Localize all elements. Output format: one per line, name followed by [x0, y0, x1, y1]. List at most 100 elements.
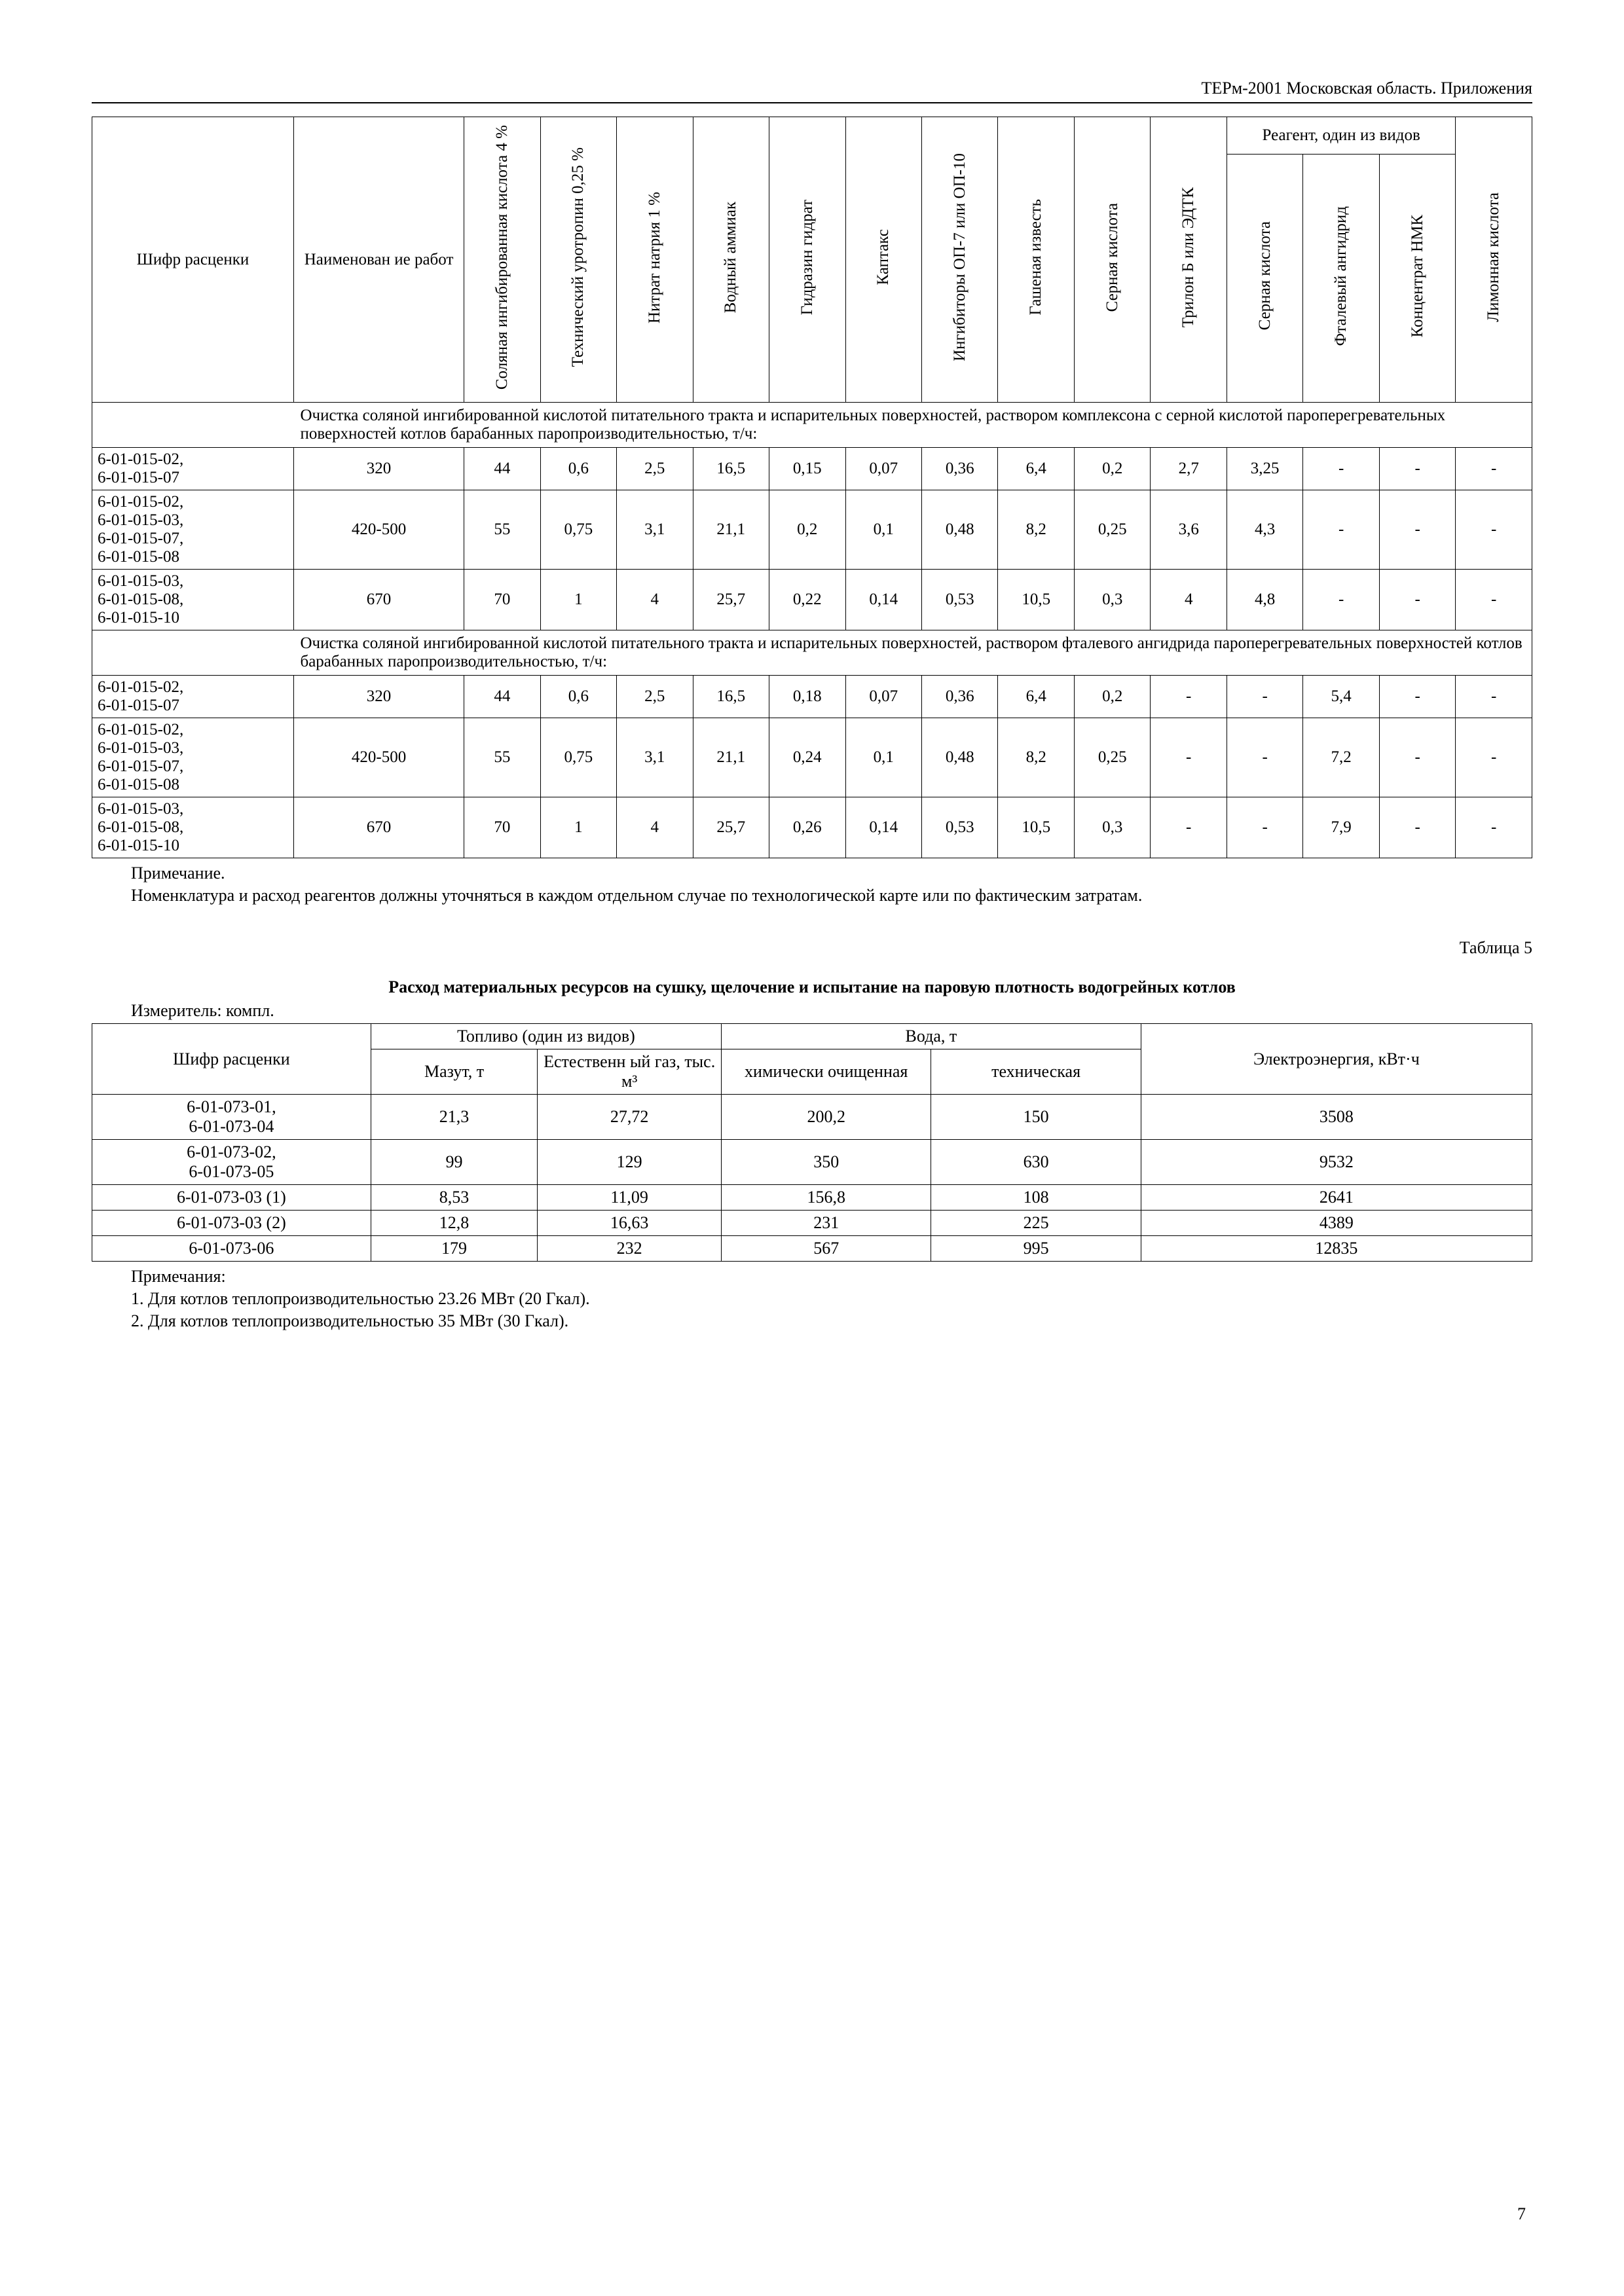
- table-row: 6-01-073-03 (1) 8,53 11,09 156,8 108 264…: [92, 1185, 1532, 1211]
- cell: 231: [722, 1211, 931, 1236]
- t2-grp-1: Топливо (один из видов): [371, 1024, 721, 1049]
- cell-code: 6-01-015-02,6-01-015-03,6-01-015-07,6-01…: [92, 718, 294, 797]
- cell: 70: [464, 797, 540, 858]
- cell: 27,72: [538, 1095, 722, 1140]
- cell: 4389: [1141, 1211, 1532, 1236]
- cell: 21,1: [693, 490, 769, 570]
- col-14: Фталевый ангидрид: [1303, 155, 1379, 403]
- cell: -: [1151, 676, 1227, 718]
- cell: 6,4: [998, 448, 1074, 490]
- cell: 10,5: [998, 570, 1074, 630]
- cell: 0,14: [845, 797, 921, 858]
- table-row: 6-01-015-03,6-01-015-08,6-01-015-10 670 …: [92, 797, 1532, 858]
- cell: 0,24: [769, 718, 845, 797]
- cell: 670: [293, 797, 464, 858]
- cell: -: [1151, 797, 1227, 858]
- cell: 11,09: [538, 1185, 722, 1211]
- cell: 3,6: [1151, 490, 1227, 570]
- cell: 0,6: [540, 448, 616, 490]
- cell: 7,2: [1303, 718, 1379, 797]
- cell: 0,18: [769, 676, 845, 718]
- table-row: 6-01-015-03,6-01-015-08,6-01-015-10 670 …: [92, 570, 1532, 630]
- cell: -: [1456, 718, 1532, 797]
- table-row: 6-01-015-02,6-01-015-03,6-01-015-07,6-01…: [92, 718, 1532, 797]
- cell: 0,3: [1074, 570, 1150, 630]
- col-10: Гашеная известь: [998, 117, 1074, 403]
- col-13: Серная кислота: [1227, 155, 1302, 403]
- cell: 6-01-073-02,6-01-073-05: [92, 1140, 371, 1185]
- cell: 2,7: [1151, 448, 1227, 490]
- cell: 6-01-073-06: [92, 1236, 371, 1262]
- cell: 25,7: [693, 570, 769, 630]
- cell: 2,5: [617, 676, 693, 718]
- cell: 1: [540, 570, 616, 630]
- cell-code: 6-01-015-02,6-01-015-07: [92, 676, 294, 718]
- table-row: 6-01-015-02,6-01-015-07 320 44 0,6 2,5 1…: [92, 448, 1532, 490]
- cell: 44: [464, 676, 540, 718]
- cell: 0,75: [540, 490, 616, 570]
- cell: 2,5: [617, 448, 693, 490]
- cell: 200,2: [722, 1095, 931, 1140]
- t2-header-row-1: Шифр расценки Топливо (один из видов) Во…: [92, 1024, 1532, 1049]
- cell: 10,5: [998, 797, 1074, 858]
- t2-col-3: Естественн ый газ, тыс. м³: [538, 1049, 722, 1095]
- col-9: Ингибиторы ОП-7 или ОП-10: [922, 117, 998, 403]
- col-4: Технический уротропин 0,25 %: [540, 117, 616, 403]
- cell: 108: [931, 1185, 1141, 1211]
- cell: 0,75: [540, 718, 616, 797]
- cell: 3,1: [617, 490, 693, 570]
- cell: 129: [538, 1140, 722, 1185]
- cell: -: [1151, 718, 1227, 797]
- cell: 7,9: [1303, 797, 1379, 858]
- t2-col-4: химически очищенная: [722, 1049, 931, 1095]
- cell: -: [1456, 448, 1532, 490]
- note-1-text: Номенклатура и расход реагентов должны у…: [92, 886, 1532, 905]
- cell: -: [1303, 490, 1379, 570]
- cell: -: [1227, 718, 1302, 797]
- cell: -: [1227, 797, 1302, 858]
- note-1-title: Примечание.: [131, 864, 1532, 883]
- cell: 4,8: [1227, 570, 1302, 630]
- col-3: Соляная ингибированная кислота 4 %: [464, 117, 540, 403]
- section-row-1: Очистка соляной ингибированной кислотой …: [92, 403, 1532, 448]
- cell: 6,4: [998, 676, 1074, 718]
- col-8: Каптакс: [845, 117, 921, 403]
- table-row: 6-01-073-01,6-01-073-04 21,3 27,72 200,2…: [92, 1095, 1532, 1140]
- table-row: 6-01-073-02,6-01-073-05 99 129 350 630 9…: [92, 1140, 1532, 1185]
- cell: 0,25: [1074, 490, 1150, 570]
- cell: 70: [464, 570, 540, 630]
- cell: 6-01-073-03 (2): [92, 1211, 371, 1236]
- notes-2-title: Примечания:: [131, 1267, 1532, 1286]
- cell: 0,07: [845, 676, 921, 718]
- table-row: 6-01-073-03 (2) 12,8 16,63 231 225 4389: [92, 1211, 1532, 1236]
- cell: 995: [931, 1236, 1141, 1262]
- cell: 4: [617, 570, 693, 630]
- table-1: Шифр расценки Наименован ие работ Соляна…: [92, 117, 1532, 858]
- cell-code: 6-01-015-02,6-01-015-03,6-01-015-07,6-01…: [92, 490, 294, 570]
- section-row-2: Очистка соляной ингибированной кислотой …: [92, 630, 1532, 676]
- col-shifr: Шифр расценки: [92, 117, 294, 403]
- cell: 0,2: [769, 490, 845, 570]
- cell: 0,1: [845, 490, 921, 570]
- cell: 0,48: [922, 718, 998, 797]
- cell: -: [1456, 490, 1532, 570]
- cell: -: [1379, 797, 1455, 858]
- cell: 2641: [1141, 1185, 1532, 1211]
- cell: -: [1303, 448, 1379, 490]
- table-row: 6-01-015-02,6-01-015-03,6-01-015-07,6-01…: [92, 490, 1532, 570]
- cell: -: [1379, 490, 1455, 570]
- cell: 567: [722, 1236, 931, 1262]
- cell: 9532: [1141, 1140, 1532, 1185]
- cell: 12,8: [371, 1211, 537, 1236]
- cell: 4: [1151, 570, 1227, 630]
- cell: 3,1: [617, 718, 693, 797]
- cell: 55: [464, 718, 540, 797]
- col-7: Гидразин гидрат: [769, 117, 845, 403]
- section-1-text: Очистка соляной ингибированной кислотой …: [293, 403, 1532, 448]
- col-6: Водный аммиак: [693, 117, 769, 403]
- cell: -: [1379, 570, 1455, 630]
- t2-col-5: техническая: [931, 1049, 1141, 1095]
- cell: 3508: [1141, 1095, 1532, 1140]
- cell: 420-500: [293, 718, 464, 797]
- cell: 150: [931, 1095, 1141, 1140]
